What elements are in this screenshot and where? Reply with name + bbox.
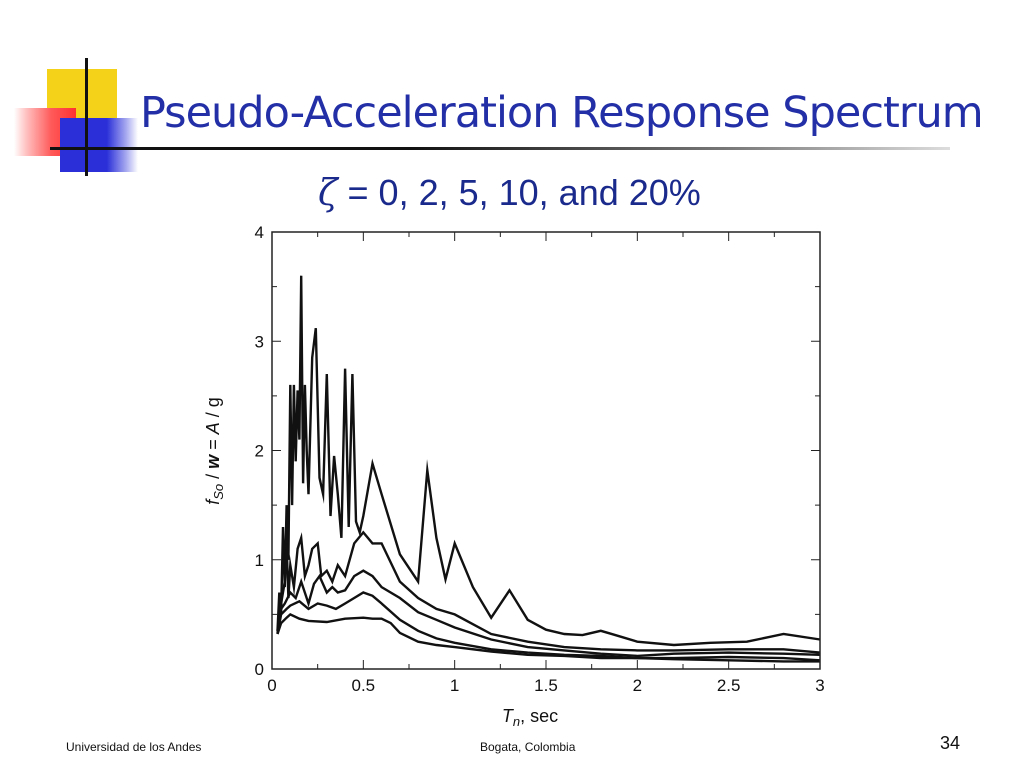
- slide-title: Pseudo-Acceleration Response Spectrum: [140, 88, 984, 138]
- y-tick-label: 2: [255, 442, 264, 461]
- y-label-f: f: [203, 498, 223, 505]
- y-label-slash: /: [203, 469, 223, 484]
- x-label-rest: , sec: [520, 706, 558, 726]
- plot-frame: [271, 231, 821, 670]
- y-label-tail: / g: [203, 397, 223, 422]
- y-tick-label: 3: [255, 332, 264, 351]
- footer-institution: Universidad de los Andes: [66, 740, 202, 754]
- tick-labels: 0 0.5 1 1.5 2 2.5 3 0 1 2 3 4: [255, 223, 825, 695]
- series-line-5: [276, 612, 820, 663]
- x-tick-label: 1: [450, 676, 459, 695]
- subtitle-text: = 0, 2, 5, 10, and 20%: [337, 172, 701, 213]
- slide-subtitle: ζ = 0, 2, 5, 10, and 20%: [318, 172, 701, 214]
- x-tick-label: 3: [815, 676, 824, 695]
- x-tick-label: 2.5: [717, 676, 741, 695]
- y-tick-label: 0: [255, 660, 264, 679]
- x-tick-label: 1.5: [534, 676, 558, 695]
- y-axis-label: fSo / w = A / g: [203, 397, 226, 505]
- y-label-A: A: [203, 422, 223, 435]
- decor-vertical-rule: [85, 58, 88, 176]
- x-tick-label: 0.5: [352, 676, 376, 695]
- x-tick-label: 2: [633, 676, 642, 695]
- decor-blue-square: [60, 118, 138, 172]
- x-axis-label: Tn, sec: [502, 706, 558, 729]
- y-label-sub: So: [211, 484, 226, 500]
- x-label-sub: n: [513, 714, 520, 729]
- zeta-symbol: ζ: [318, 173, 338, 214]
- footer-location: Bogata, Colombia: [480, 740, 576, 754]
- page-number: 34: [940, 733, 961, 753]
- series-line-2: [276, 530, 821, 654]
- y-label-w: w: [203, 454, 223, 469]
- x-tick-label: 0: [267, 676, 276, 695]
- series-line-1: [276, 275, 821, 647]
- y-tick-label: 1: [255, 551, 264, 570]
- x-label-T: T: [502, 706, 515, 726]
- y-tick-label: 4: [255, 223, 264, 242]
- series-line-3: [276, 569, 821, 658]
- decor-title-underline: [50, 147, 950, 150]
- y-label-eq: =: [203, 434, 223, 455]
- series-lines: [276, 275, 821, 663]
